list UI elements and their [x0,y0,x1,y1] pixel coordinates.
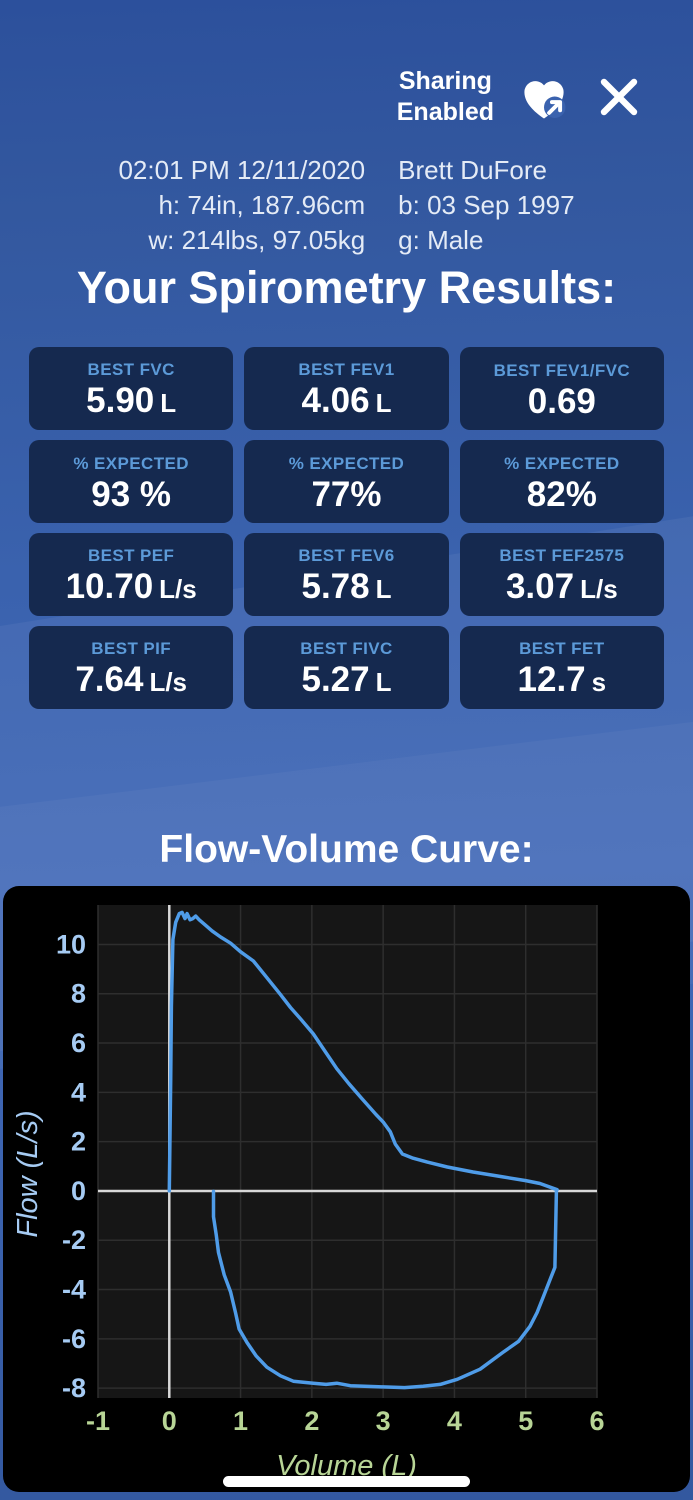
y-axis-title: Flow (L/s) [12,1110,44,1237]
result-label: BEST FEF2575 [499,546,625,565]
result-value: 82% [526,475,597,514]
patient-info-right: Brett DuFore b: 03 Sep 1997 g: Male [398,153,574,258]
result-card: BEST FEV1/FVC 0.69 [459,347,664,430]
x-tick-label: 4 [447,1406,462,1436]
result-label: BEST FEV1/FVC [493,361,631,380]
result-value: 5.78 L [301,567,392,606]
y-tick-label: 6 [71,1028,86,1058]
sharing-status-line2: Enabled [396,98,494,126]
result-label: BEST FEV6 [298,546,395,565]
flow-volume-chart: 10 8 6 4 2 0 -2 -4 -6 -8 -1 0 1 2 3 4 5 6 Flow (L/s) Volume… [3,886,690,1492]
result-label: BEST FEV1 [298,360,395,379]
result-card: % EXPECTED 93 % [29,440,234,523]
result-unit: L [375,388,392,418]
x-tick-label: 5 [518,1406,533,1436]
y-tick-label: 2 [71,1127,86,1157]
result-card: BEST FEV1 4.06 L [244,347,449,430]
sharing-header: Sharing Enabled [397,66,644,128]
result-label: BEST PEF [88,546,175,565]
result-label: % EXPECTED [288,454,405,473]
x-tick-label: 1 [233,1406,248,1436]
result-value: 4.06 L [301,381,392,420]
result-unit: s [591,667,607,697]
sharing-status-label: Sharing Enabled [397,66,494,128]
result-label: BEST FET [519,639,605,658]
result-label: BEST FVC [87,360,175,379]
result-value: 12.7 s [517,660,607,699]
plot-area [98,905,597,1398]
result-value: 5.27 L [301,660,392,699]
results-grid: BEST FVC 5.90 L BEST FEV1 4.06 L BEST FEV1/FVC… [29,347,664,709]
result-card: BEST PEF 10.70 L/s [29,533,234,616]
y-tick-label: -6 [62,1324,86,1354]
x-tick-label: 6 [589,1406,604,1436]
result-card: % EXPECTED 82% [459,440,664,523]
result-card: BEST PIF 7.64 L/s [29,626,234,709]
y-tick-label: 8 [71,979,86,1009]
patient-weight: w: 214lbs, 97.05kg [148,225,366,255]
y-tick-label: -8 [62,1373,86,1403]
home-indicator[interactable] [223,1476,470,1487]
session-datetime: 02:01 PM 12/11/2020 [118,155,366,185]
patient-height: h: 74in, 187.96cm [158,190,366,220]
result-label: % EXPECTED [73,454,189,473]
result-value: 93 % [91,475,172,514]
result-unit: L/s [149,667,188,697]
x-tick-label: 2 [304,1406,319,1436]
result-unit: L [160,388,177,418]
patient-birthdate: b: 03 Sep 1997 [398,190,575,220]
x-tick-label: 0 [162,1406,177,1436]
patient-info: 02:01 PM 12/11/2020 h: 74in, 187.96cm w:… [0,153,693,258]
result-unit: L [375,574,392,604]
result-label: % EXPECTED [504,454,620,473]
chart-title: Flow-Volume Curve: [159,828,534,871]
close-icon[interactable] [594,73,644,121]
result-value: 7.64 L/s [75,660,188,699]
result-card: BEST FEV6 5.78 L [244,533,449,616]
sharing-status-line1: Sharing [398,67,492,95]
result-value: 3.07 L/s [505,567,618,606]
result-value: 77% [311,475,382,514]
patient-gender: g: Male [398,225,484,255]
result-card: BEST FEF2575 3.07 L/s [459,533,664,616]
result-unit: L/s [580,574,618,604]
result-card: BEST FVC 5.90 L [29,347,234,430]
inspiratory-limb-curve [211,1189,559,1390]
x-tick-label: 3 [376,1406,391,1436]
patient-name: Brett DuFore [398,155,547,185]
result-unit: L [375,667,392,697]
result-card: % EXPECTED 77% [244,440,449,523]
y-tick-label: -4 [62,1275,86,1305]
result-label: BEST PIF [91,639,172,658]
heart-share-icon[interactable] [514,69,574,125]
result-value: 10.70 L/s [65,567,197,606]
y-tick-label: 10 [56,929,86,959]
x-tick-label: -1 [86,1406,110,1436]
result-card: BEST FET 12.7 s [459,626,664,709]
result-value: 0.69 [527,382,596,421]
patient-info-left: 02:01 PM 12/11/2020 h: 74in, 187.96cm w:… [118,153,365,258]
result-value: 5.90 L [86,381,177,420]
y-tick-label: 0 [71,1176,86,1206]
y-tick-label: -2 [62,1225,86,1255]
expiratory-limb-curve [167,910,559,1193]
page-title: Your Spirometry Results: [76,262,617,313]
y-tick-label: 4 [71,1077,86,1107]
result-card: BEST FIVC 5.27 L [244,626,449,709]
result-label: BEST FIVC [300,639,393,658]
result-unit: L/s [159,574,197,604]
